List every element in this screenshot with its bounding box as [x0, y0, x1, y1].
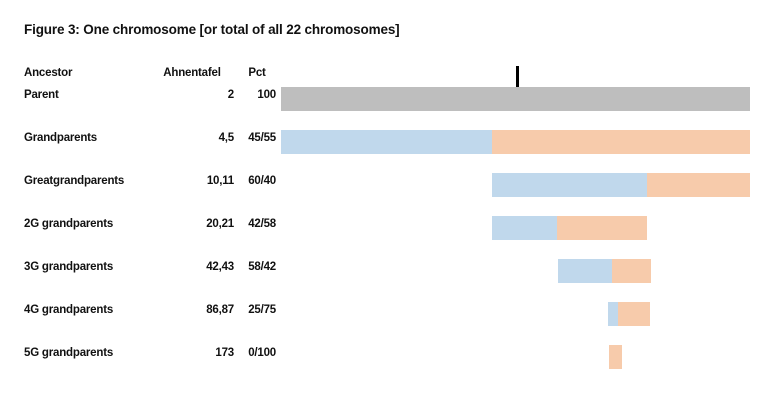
table-row: 2G grandparents 20,21 42/58 [0, 213, 769, 256]
table-row: Grandparents 4,5 45/55 [0, 127, 769, 170]
stacked-bar [281, 87, 750, 111]
bar-segment-orange [618, 302, 651, 326]
bar-segment-blue [557, 259, 613, 283]
tick-track [281, 66, 750, 89]
bar-track [281, 127, 750, 170]
chart-rows: Ancestor Ahnentafel Pct Parent 2 100 Grandp… [0, 62, 769, 385]
cell-ahnentafel: 4,5 [218, 132, 235, 144]
bar-track [281, 84, 750, 127]
cell-ahnentafel: 10,11 [206, 175, 234, 187]
cell-ahnentafel: 2 [227, 89, 234, 101]
bar-track [281, 170, 750, 213]
stacked-bar [557, 259, 652, 283]
cell-ahnentafel: 173 [215, 347, 234, 359]
cell-pct: 60/40 [248, 175, 276, 187]
cell-ancestor: 3G grandparents [24, 261, 114, 273]
bar-segment-orange [612, 259, 652, 283]
stacked-bar [607, 302, 651, 326]
cell-ancestor: 4G grandparents [24, 304, 114, 316]
bar-segment-blue [607, 302, 619, 326]
bar-segment-orange [609, 345, 623, 369]
cell-ahnentafel: 86,87 [206, 304, 234, 316]
cell-pct: 58/42 [248, 261, 276, 273]
cell-ancestor: Parent [24, 89, 59, 101]
bar-segment-orange [492, 130, 750, 154]
table-row: 4G grandparents 86,87 25/75 [0, 299, 769, 342]
bar-segment-orange [646, 173, 750, 197]
cell-pct: 45/55 [248, 132, 276, 144]
bar-segment-blue [281, 130, 493, 154]
cell-ancestor: Greatgrandparents [24, 175, 125, 187]
figure-title: Figure 3: One chromosome [or total of al… [24, 22, 400, 37]
cell-ahnentafel: 20,21 [206, 218, 234, 230]
bar-segment-orange [557, 216, 647, 240]
table-body: Parent 2 100 Grandparents 4,5 45/55 Greatgrand… [0, 84, 769, 385]
table-header-row: Ancestor Ahnentafel Pct [0, 62, 769, 88]
table-row: 5G grandparents 173 0/100 [0, 342, 769, 385]
table-row: 3G grandparents 42,43 58/42 [0, 256, 769, 299]
bar-track [281, 213, 750, 256]
cell-pct: 100 [257, 89, 276, 101]
bar-track [281, 299, 750, 342]
bar-track [281, 256, 750, 299]
table-row: Greatgrandparents 10,11 60/40 [0, 170, 769, 213]
stacked-bar [609, 345, 623, 369]
cell-ahnentafel: 42,43 [206, 261, 234, 273]
bar-segment-blue [492, 216, 558, 240]
bar-segment-gray [281, 87, 750, 111]
stacked-bar [492, 173, 750, 197]
column-header-ahnentafel: Ahnentafel [163, 67, 221, 79]
stacked-bar [492, 216, 647, 240]
stacked-bar [281, 130, 750, 154]
cell-pct: 0/100 [248, 347, 276, 359]
bar-segment-blue [492, 173, 647, 197]
cell-ancestor: Grandparents [24, 132, 98, 144]
cell-pct: 25/75 [248, 304, 276, 316]
table-row: Parent 2 100 [0, 84, 769, 127]
column-header-ancestor: Ancestor [24, 67, 73, 79]
column-header-pct: Pct [248, 67, 266, 79]
cell-pct: 42/58 [248, 218, 276, 230]
chromosome-tick-icon [515, 66, 519, 88]
bar-track [281, 342, 750, 385]
cell-ancestor: 2G grandparents [24, 218, 114, 230]
cell-ancestor: 5G grandparents [24, 347, 114, 359]
